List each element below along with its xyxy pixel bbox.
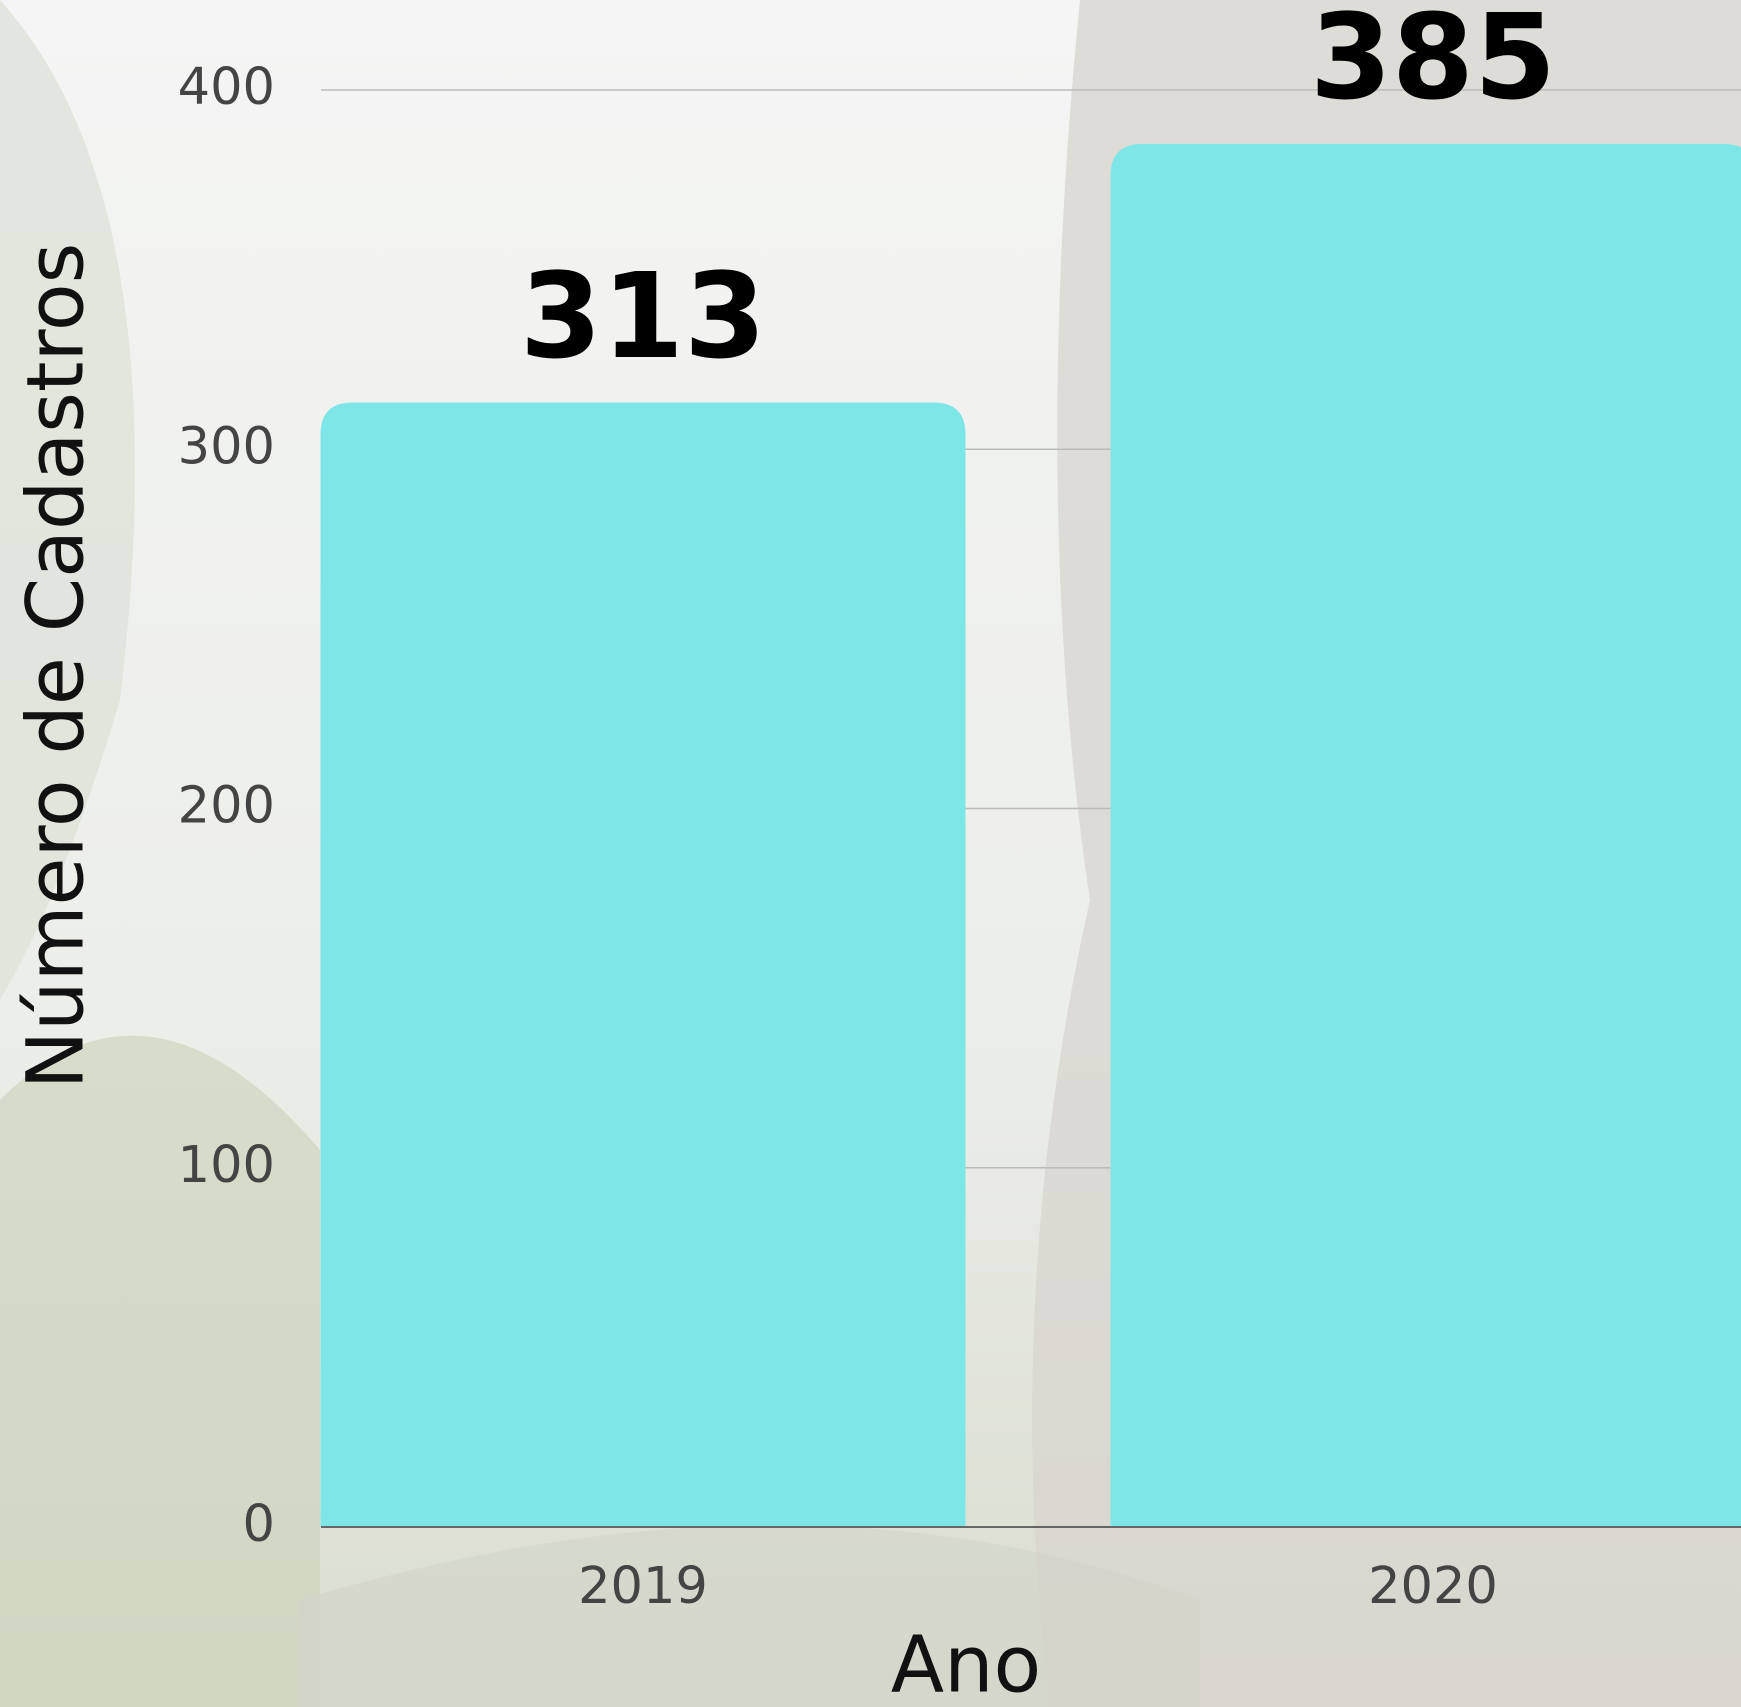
value-label: 313 xyxy=(520,247,766,385)
x-tick-label: 2019 xyxy=(578,1557,708,1616)
chart: Número de Cadastros Ano 0 100 200 300 400 201… xyxy=(0,0,1741,1707)
bar xyxy=(321,403,966,1527)
x-tick-label: 2020 xyxy=(1368,1557,1498,1616)
bar xyxy=(1111,144,1741,1527)
value-label: 385 xyxy=(1310,0,1556,126)
page: Número de Cadastros Ano 0 100 200 300 400 201… xyxy=(0,0,1741,1707)
y-tick-label: 0 xyxy=(243,1495,275,1554)
y-tick-label: 200 xyxy=(178,777,275,836)
y-axis-title: Número de Cadastros xyxy=(11,243,101,1089)
y-tick-label: 300 xyxy=(178,417,275,476)
y-tick-label: 400 xyxy=(178,58,275,117)
y-tick-label: 100 xyxy=(178,1136,275,1195)
x-axis-title: Ano xyxy=(891,1620,1042,1707)
